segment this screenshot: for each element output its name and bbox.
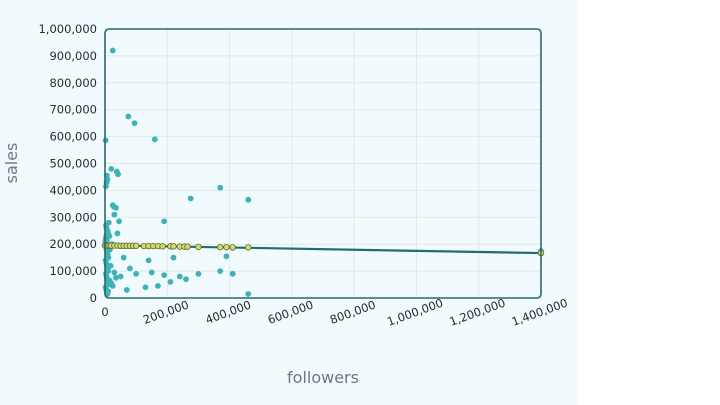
data-point <box>111 211 118 218</box>
y-tick-label: 500,000 <box>49 157 97 171</box>
x-tick-label: 200,000 <box>141 298 190 327</box>
fitted-point <box>223 243 230 251</box>
y-tick-label: 100,000 <box>49 264 97 278</box>
data-point <box>109 282 116 289</box>
data-point <box>183 276 189 283</box>
fitted-point <box>170 243 177 250</box>
fitted-point <box>184 243 191 250</box>
data-point <box>106 233 113 240</box>
fitted-point <box>195 243 202 251</box>
data-point <box>125 113 132 120</box>
fitted-point <box>217 243 224 251</box>
x-tick-label: 0 <box>101 305 108 319</box>
data-point <box>105 288 112 295</box>
data-point <box>113 204 119 211</box>
x-tick-label: 1,000,000 <box>385 296 445 329</box>
data-point <box>142 284 149 291</box>
x-axis-ticks: 0 200,000 400,000 600,000 800,000 1,000,000 1,… <box>101 296 569 329</box>
y-tick-label: 700,000 <box>49 103 97 117</box>
data-point <box>117 273 124 280</box>
data-points <box>102 47 544 297</box>
y-tick-label: 800,000 <box>49 76 97 90</box>
fitted-point <box>245 244 252 251</box>
y-axis-ticks: 0 100,000 200,000 300,000 400,000 500,000 600,… <box>38 22 97 305</box>
data-point <box>108 165 115 172</box>
data-point <box>120 254 127 261</box>
y-tick-label: 600,000 <box>49 130 97 144</box>
y-tick-label: 200,000 <box>49 237 97 251</box>
data-point <box>145 257 152 264</box>
data-point <box>133 270 140 277</box>
x-tick-label: 800,000 <box>328 298 377 327</box>
data-point <box>217 184 224 191</box>
data-point <box>116 218 122 225</box>
grid <box>104 28 542 299</box>
data-point <box>187 195 194 202</box>
plot-frame <box>104 28 542 299</box>
data-point <box>127 265 133 272</box>
data-point <box>161 218 168 225</box>
data-point <box>167 278 174 285</box>
x-axis-title: followers <box>287 368 359 387</box>
data-point <box>176 273 183 280</box>
chart-panel: 0 100,000 200,000 300,000 400,000 500,000 600,… <box>0 0 577 405</box>
data-point <box>148 269 155 276</box>
x-tick-label: 1,200,000 <box>447 296 507 329</box>
x-tick-label: 400,000 <box>203 298 252 327</box>
y-axis-title: sales <box>2 143 21 184</box>
fitted-point <box>229 244 236 251</box>
data-point <box>105 219 112 226</box>
y-tick-label: 0 <box>90 291 97 305</box>
fitted-point <box>132 242 140 250</box>
data-point <box>245 291 252 297</box>
data-point <box>113 274 119 281</box>
data-point <box>229 270 236 277</box>
data-point <box>115 171 121 178</box>
data-point <box>195 270 202 277</box>
data-point <box>109 47 116 54</box>
data-point <box>104 176 111 183</box>
fitted-points <box>101 242 545 257</box>
data-point <box>161 272 168 279</box>
data-point <box>223 253 230 260</box>
y-tick-label: 900,000 <box>49 49 97 63</box>
y-tick-label: 400,000 <box>49 183 97 197</box>
data-point <box>151 136 158 143</box>
data-point <box>170 254 177 261</box>
fitted-point <box>159 243 166 250</box>
data-point <box>123 287 130 293</box>
data-point <box>107 262 114 269</box>
data-point <box>155 282 161 289</box>
data-point <box>217 268 224 274</box>
x-tick-label: 600,000 <box>266 298 315 327</box>
data-point <box>111 269 118 276</box>
data-point <box>114 230 121 237</box>
scatter-chart: 0 100,000 200,000 300,000 400,000 500,000 600,… <box>2 22 570 387</box>
data-point <box>245 196 252 203</box>
y-tick-label: 1,000,000 <box>38 22 97 36</box>
y-tick-label: 300,000 <box>49 210 97 224</box>
data-point <box>131 120 138 127</box>
x-tick-label: 1,400,000 <box>510 296 570 329</box>
